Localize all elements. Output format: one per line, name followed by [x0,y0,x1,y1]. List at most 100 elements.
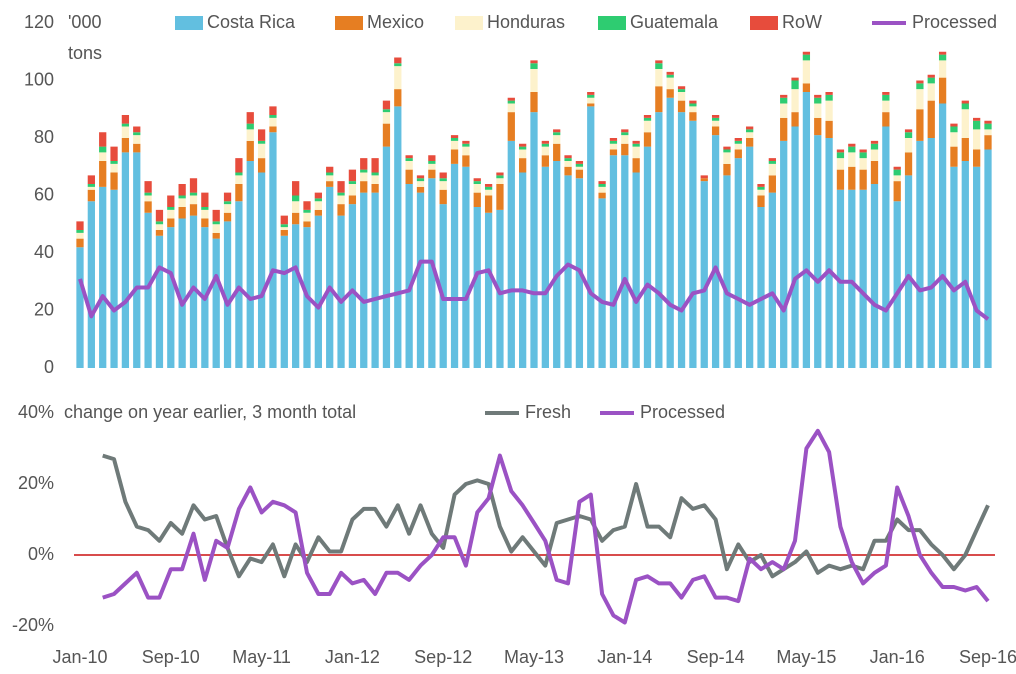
bar-segment [666,71,674,75]
bar-segment [643,120,652,133]
bar-segment [473,192,481,207]
bar-segment [382,109,391,113]
bar-segment [598,192,606,199]
bar-segment [825,100,833,121]
bar-segment [553,161,561,368]
bar-segment [326,175,334,182]
bar-segment [734,149,742,159]
bar-segment [484,195,493,213]
bar-segment [76,230,84,233]
bar-segment [609,143,618,150]
bar-segment [711,120,720,127]
bar-segment [541,140,549,144]
bar-segment [76,232,84,239]
bar-segment [984,149,992,368]
bar-segment [575,161,584,164]
bar-segment [882,112,890,127]
bar-segment [189,215,198,368]
legend-label: Processed [640,402,725,422]
y-unit-label: tons [68,43,102,63]
bar-segment [575,163,584,167]
bar-segment [677,100,686,113]
bar-segment [734,140,742,144]
bar-segment [802,92,811,368]
bar-segment [780,117,788,141]
bar-segment [882,92,890,95]
bar-segment [360,181,368,193]
bar-segment [428,169,436,179]
legend-label: RoW [782,12,822,32]
bar-segment [360,172,368,182]
bar-segment [121,152,130,368]
bar-segment [632,143,640,147]
bar-segment [734,143,742,150]
bar-segment [927,138,935,368]
bar-segment [428,178,436,368]
bar-segment [382,100,391,110]
bar-segment [519,143,527,147]
bar-segment [257,158,266,173]
bar-segment [711,126,720,136]
x-tick-label: May-13 [504,647,564,667]
x-tick-label: May-11 [232,647,291,667]
bar-segment [859,169,867,190]
bar-segment [882,126,890,368]
bar-segment [473,184,481,193]
bar-segment [609,138,618,141]
y-tick-label: 60 [34,184,54,204]
bar-segment [621,132,629,136]
bar-segment [711,117,720,121]
bar-segment [643,146,652,368]
bar-segment [587,103,595,107]
bar-segment [598,186,606,193]
bar-segment [746,146,754,368]
bar-segment [428,155,436,161]
bar-segment [575,169,584,179]
bar-segment [666,77,674,90]
bar-segment [655,112,663,368]
bar-segment [632,172,640,368]
bar-segment [791,112,799,127]
bar-segment [882,94,890,101]
bar-segment [587,92,595,95]
bar-segment [802,51,811,55]
bar-segment [938,51,947,55]
bar-segment [110,189,118,368]
bar-segment [326,181,334,187]
bar-segment [530,112,538,368]
legend-label: Fresh [525,402,571,422]
bar-segment [189,195,198,205]
bar-segment [655,63,663,69]
y-tick-label: 20% [18,473,54,493]
bar-segment [904,152,913,176]
bar-segment [178,184,186,196]
bar-segment [530,69,538,92]
bar-segment [87,175,95,184]
legend-swatch [175,16,203,30]
bar-segment [303,221,311,228]
bar-segment [371,175,379,184]
bar-segment [144,201,152,213]
bar-segment [269,126,277,133]
bar-segment [677,86,686,90]
bar-segment [189,178,198,193]
bar-segment [825,120,833,138]
bar-segment [621,155,629,368]
bar-segment [484,186,493,190]
bar-segment [280,224,288,228]
bar-segment [711,135,720,368]
y-tick-label: 80 [34,127,54,147]
bar-segment [621,135,629,144]
legend-label: Mexico [367,12,424,32]
bar-segment [76,238,84,248]
bar-segment [269,106,277,115]
bar-segment [746,138,754,147]
bar-segment [519,149,527,159]
bar-segment [700,175,708,179]
bar-segment [530,92,538,113]
bar-segment [133,152,141,368]
bar-segment [746,132,754,138]
bar-segment [167,227,175,368]
bar-segment [280,235,288,368]
bar-segment [439,204,447,368]
